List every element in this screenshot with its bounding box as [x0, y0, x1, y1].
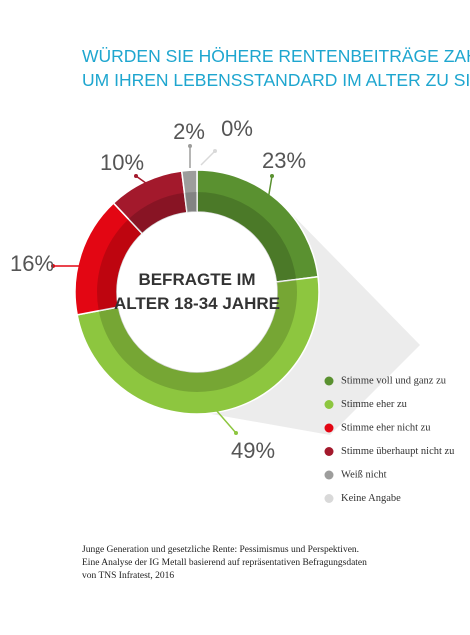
legend-label: Stimme eher nicht zu [341, 422, 431, 433]
value-label: 23% [262, 148, 306, 173]
donut-inner-band [98, 279, 297, 392]
legend-label: Stimme voll und ganz zu [341, 375, 447, 386]
legend-label: Keine Angabe [341, 493, 401, 504]
legend-swatch [324, 447, 334, 456]
donut-inner-band [184, 192, 197, 213]
legend: Stimme voll und ganz zu Stimme eher zu Sti… [324, 375, 455, 504]
leader-line [267, 175, 273, 201]
value-label: 16% [10, 251, 54, 276]
leader-line [215, 409, 237, 434]
value-label: 49% [231, 438, 275, 463]
leader-dot [270, 174, 274, 178]
leader-line [135, 175, 151, 187]
donut-hole [117, 212, 277, 372]
value-labels: 23% 49% 16% 10% 2% 0% [10, 116, 306, 463]
leader-dot [51, 264, 55, 268]
legend-swatch [324, 376, 334, 386]
legend-label: Stimme eher zu [341, 399, 408, 410]
legend-swatch [324, 400, 334, 409]
legend-swatch [324, 494, 334, 503]
footnote: Junge Generation und gesetzliche Rente: … [82, 545, 359, 555]
donut-inner-band [197, 192, 297, 282]
value-label: 10% [100, 150, 144, 175]
title-line: WÜRDEN SIE HÖHERE RENTENBEITRÄGE ZAHLEN, [82, 46, 470, 66]
donut-inner-band [97, 219, 143, 311]
legend-swatch [324, 470, 334, 480]
footnote: von TNS Infratest, 2016 [82, 570, 174, 581]
leader-dot [234, 431, 238, 435]
legend-label: Weiß nicht [341, 469, 387, 480]
leader-dot [188, 144, 192, 148]
legend-label: Stimme überhaupt nicht zu [341, 446, 455, 457]
leader-dot [134, 174, 138, 178]
donut-inner-band [128, 192, 187, 234]
value-label: 0% [221, 116, 253, 141]
center-label: ALTER 18-34 JAHRE [114, 294, 280, 313]
legend-swatch [324, 423, 334, 433]
footnote: Eine Analyse der IG Metall basierend auf… [82, 557, 367, 568]
leader-line [200, 150, 216, 166]
title-line: UM IHREN LEBENSSTANDARD IM ALTER ZU SICH… [82, 70, 470, 90]
value-label: 2% [173, 119, 205, 144]
leader-dot [213, 149, 217, 153]
center-label: BEFRAGTE IM [138, 270, 255, 289]
